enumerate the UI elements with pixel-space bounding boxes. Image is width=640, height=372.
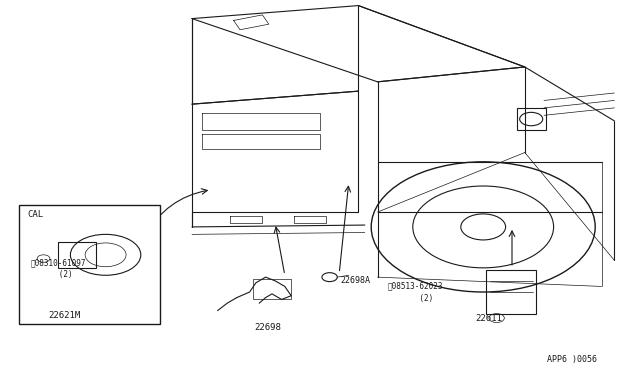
Text: Ⓜ08310-61097
      (2): Ⓜ08310-61097 (2) [31, 258, 86, 279]
Text: CAL: CAL [28, 210, 44, 219]
Text: 22698: 22698 [254, 323, 281, 332]
Text: 22621M: 22621M [48, 311, 80, 320]
Bar [58, 242, 96, 268]
Bar [253, 279, 291, 299]
Bar [517, 108, 545, 130]
Text: Ⓜ08513-62023
       (2): Ⓜ08513-62023 (2) [387, 282, 443, 302]
Text: 22698A: 22698A [340, 276, 371, 285]
Bar [486, 270, 536, 314]
Text: APP6 )0056: APP6 )0056 [547, 355, 597, 363]
Bar [19, 205, 160, 324]
Text: 22611: 22611 [475, 314, 502, 323]
